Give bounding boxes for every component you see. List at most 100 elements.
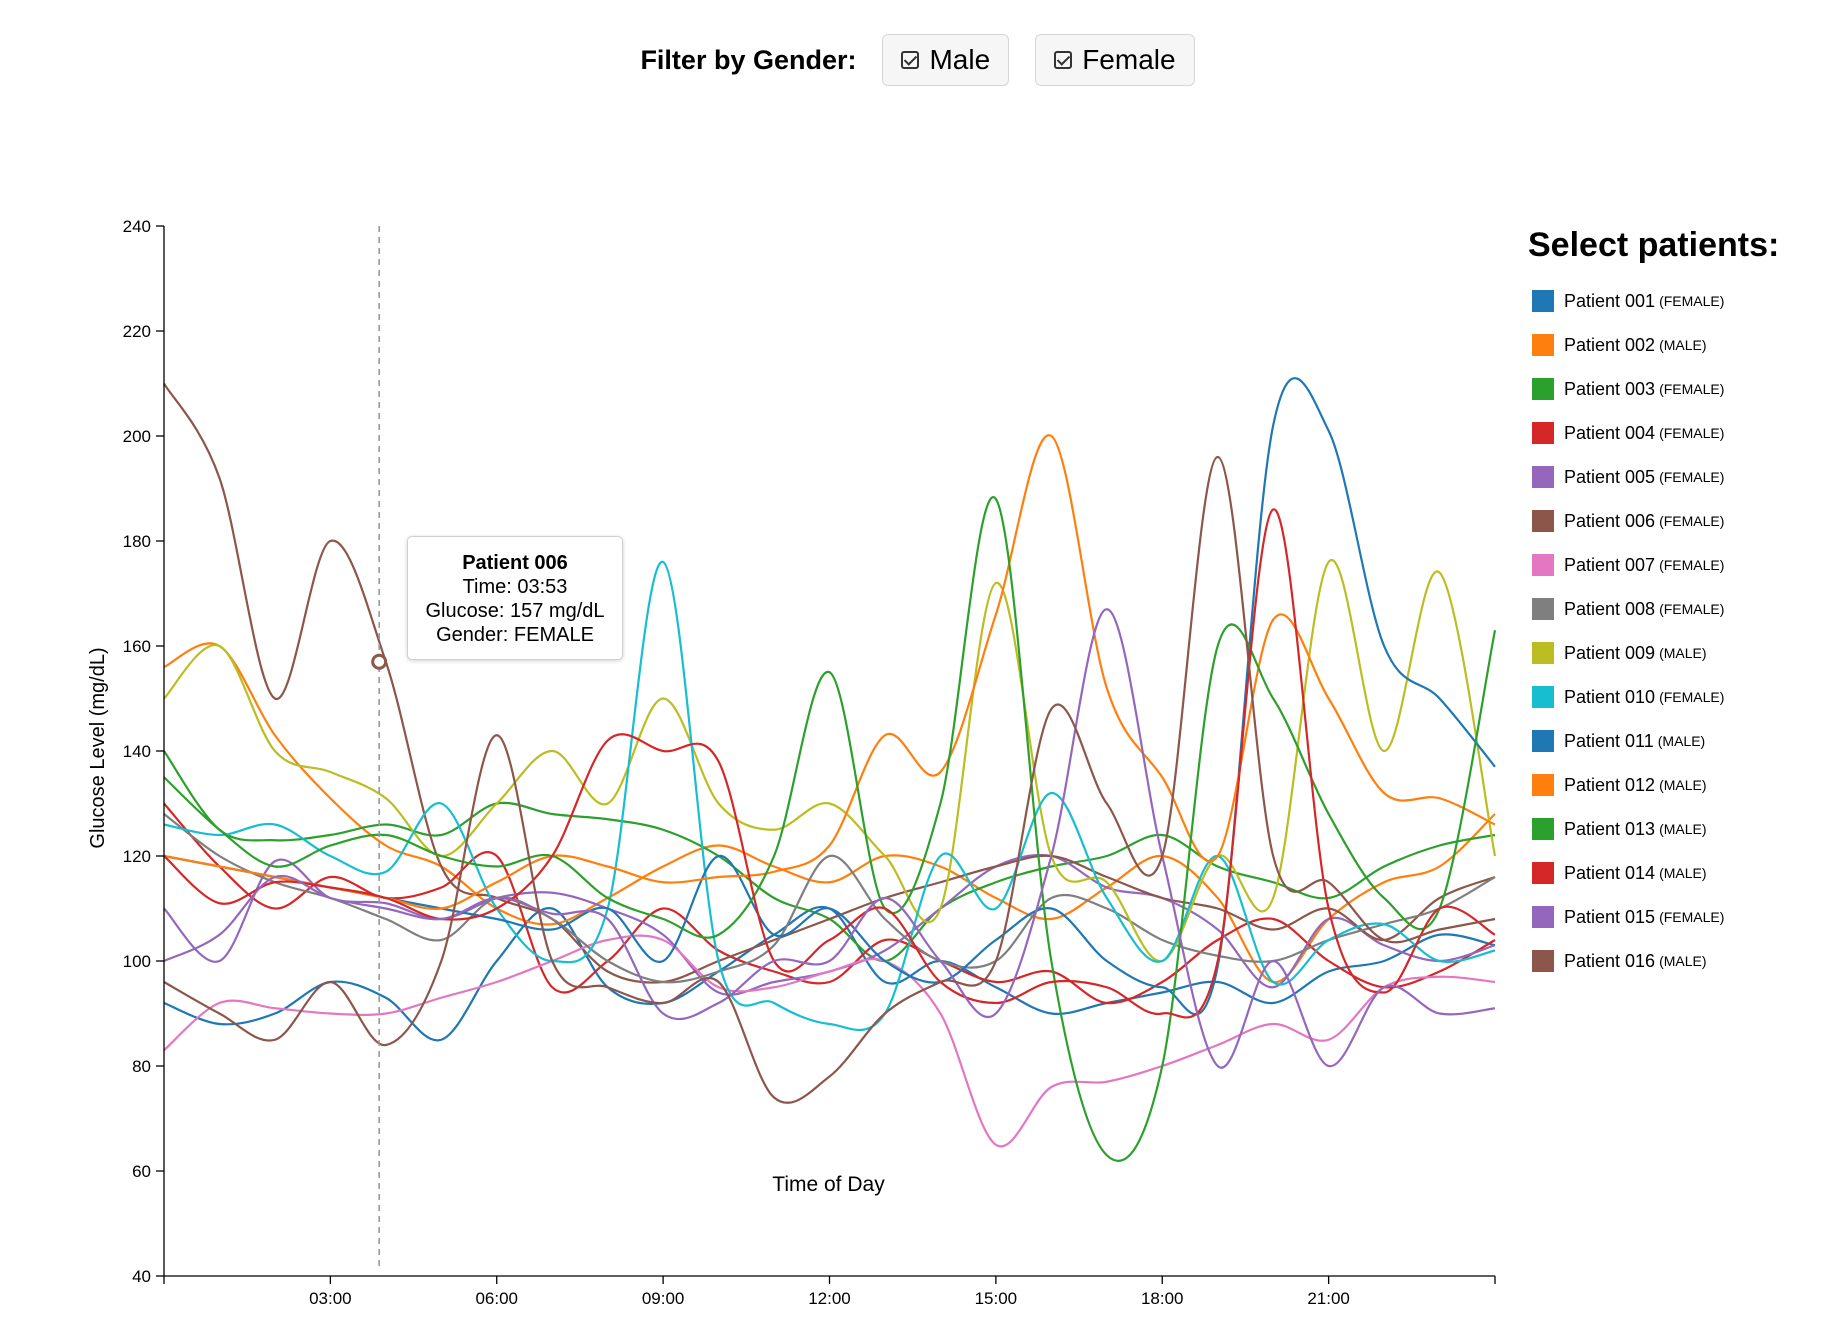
legend-item-patient[interactable]: Patient 012 (MALE) (1528, 763, 1828, 807)
legend-swatch (1532, 774, 1554, 796)
legend-patient-gender: (FEMALE) (1659, 601, 1725, 617)
series-line-patient-16[interactable] (163, 455, 1496, 1104)
x-tick-label: 09:00 (642, 1289, 685, 1308)
series-line-patient-10[interactable] (163, 560, 1496, 1032)
y-tick-label: 120 (123, 847, 151, 866)
legend-patient-gender: (MALE) (1659, 777, 1707, 793)
series-line-patient-4[interactable] (163, 802, 1496, 1005)
legend-swatch (1532, 862, 1554, 884)
legend-patient-gender: (FEMALE) (1659, 513, 1725, 529)
filter-male-label: Male (929, 44, 991, 75)
legend-patient-gender: (FEMALE) (1659, 689, 1725, 705)
legend-item-patient[interactable]: Patient 016 (MALE) (1528, 939, 1828, 983)
series-line-patient-5[interactable] (163, 853, 1496, 996)
series-line-patient-7[interactable] (163, 934, 1496, 1148)
series-line-patient-1[interactable] (163, 905, 1496, 1042)
y-tick-label: 240 (123, 217, 151, 236)
x-tick-label: 21:00 (1307, 1289, 1350, 1308)
legend-patient-gender: (FEMALE) (1659, 425, 1725, 441)
legend-swatch (1532, 554, 1554, 576)
tooltip-title: Patient 006 (462, 552, 568, 574)
legend-swatch (1532, 818, 1554, 840)
series-line-patient-12[interactable] (163, 434, 1496, 911)
series-line-patient-15[interactable] (163, 608, 1496, 1069)
y-tick-label: 100 (123, 952, 151, 971)
legend-swatch (1532, 378, 1554, 400)
filter-male-button[interactable]: Male (882, 34, 1010, 86)
legend-patient-gender: (MALE) (1659, 821, 1707, 837)
legend-patient-name: Patient 007 (1564, 554, 1656, 575)
tooltip-gender: Gender: FEMALE (436, 624, 594, 646)
male-checkbox-icon[interactable] (901, 51, 920, 69)
legend-item-patient[interactable]: Patient 008 (FEMALE) (1528, 587, 1828, 631)
y-tick-label: 140 (123, 742, 151, 761)
legend-item-patient[interactable]: Patient 009 (MALE) (1528, 631, 1828, 675)
legend-item-patient[interactable]: Patient 010 (FEMALE) (1528, 675, 1828, 719)
x-tick-label: 06:00 (475, 1289, 518, 1308)
legend-swatch (1532, 510, 1554, 532)
y-tick-label: 80 (132, 1057, 151, 1076)
x-tick-label: 15:00 (975, 1289, 1018, 1308)
legend-swatch (1532, 906, 1554, 928)
legend-patient-gender: (MALE) (1657, 733, 1706, 749)
filter-female-button[interactable]: Female (1035, 34, 1195, 86)
tooltip-time: Time: 03:53 (462, 576, 568, 598)
legend-swatch (1532, 598, 1554, 620)
legend-item-patient[interactable]: Patient 003 (FEMALE) (1528, 367, 1828, 411)
legend-patient-name: Patient 005 (1564, 466, 1656, 487)
series-line-patient-13[interactable] (163, 496, 1497, 1162)
legend-patient-gender: (FEMALE) (1659, 909, 1725, 925)
legend-item-patient[interactable]: Patient 006 (FEMALE) (1528, 499, 1828, 543)
filter-label: Filter by Gender: (640, 44, 857, 75)
y-tick-label: 60 (132, 1162, 151, 1181)
legend-patient-name: Patient 011 (1564, 730, 1654, 751)
legend-patient-name: Patient 004 (1564, 422, 1656, 443)
x-tick-label: 03:00 (309, 1289, 352, 1308)
x-axis-label: Time of Day (772, 1173, 885, 1196)
legend-item-patient[interactable]: Patient 013 (MALE) (1528, 807, 1828, 851)
legend-item-patient[interactable]: Patient 015 (FEMALE) (1528, 895, 1828, 939)
hover-point-marker (371, 653, 388, 670)
legend-patient-gender: (MALE) (1659, 865, 1707, 881)
female-checkbox-icon[interactable] (1054, 51, 1073, 69)
legend-patient-gender: (MALE) (1659, 645, 1707, 661)
legend-item-patient[interactable]: Patient 001 (FEMALE) (1528, 279, 1828, 323)
legend-patient-name: Patient 016 (1564, 950, 1656, 971)
patient-legend: Select patients: Patient 001 (FEMALE) Pati… (1528, 226, 1828, 983)
series-line-patient-6[interactable] (163, 382, 1496, 984)
legend-patient-name: Patient 001 (1564, 290, 1656, 311)
legend-swatch (1532, 642, 1554, 664)
legend-swatch (1532, 290, 1554, 312)
legend-item-patient[interactable]: Patient 011 (MALE) (1528, 719, 1828, 763)
legend-patient-name: Patient 013 (1564, 818, 1656, 839)
y-tick-label: 40 (132, 1267, 151, 1286)
legend-patient-gender: (MALE) (1659, 953, 1707, 969)
legend-patient-name: Patient 002 (1564, 334, 1656, 355)
legend-item-patient[interactable]: Patient 014 (MALE) (1528, 851, 1828, 895)
legend-patient-name: Patient 012 (1564, 774, 1656, 795)
legend-patient-gender: (FEMALE) (1659, 293, 1725, 309)
y-tick-label: 200 (123, 427, 151, 446)
series-line-patient-8[interactable] (163, 813, 1496, 984)
legend-patient-name: Patient 009 (1564, 642, 1656, 663)
legend-patient-name: Patient 015 (1564, 906, 1656, 927)
legend-patient-gender: (FEMALE) (1659, 381, 1725, 397)
legend-patient-name: Patient 008 (1564, 598, 1656, 619)
legend-swatch (1532, 686, 1554, 708)
legend-items: Patient 001 (FEMALE) Patient 002 (MALE) Pati… (1528, 279, 1828, 983)
y-axis-label: Glucose Level (mg/dL) (87, 647, 109, 848)
legend-patient-name: Patient 014 (1564, 862, 1656, 883)
legend-swatch (1532, 730, 1554, 752)
legend-swatch (1532, 466, 1554, 488)
legend-patient-gender: (FEMALE) (1659, 469, 1725, 485)
legend-patient-name: Patient 003 (1564, 378, 1656, 399)
legend-item-patient[interactable]: Patient 004 (FEMALE) (1528, 411, 1828, 455)
legend-item-patient[interactable]: Patient 007 (FEMALE) (1528, 543, 1828, 587)
gender-filter-bar: Filter by Gender: Male Female (0, 33, 1835, 87)
legend-patient-name: Patient 010 (1564, 686, 1656, 707)
legend-item-patient[interactable]: Patient 002 (MALE) (1528, 323, 1828, 367)
legend-item-patient[interactable]: Patient 005 (FEMALE) (1528, 455, 1828, 499)
filter-female-label: Female (1082, 44, 1176, 75)
tooltip-glucose: Glucose: 157 mg/dL (425, 600, 605, 622)
